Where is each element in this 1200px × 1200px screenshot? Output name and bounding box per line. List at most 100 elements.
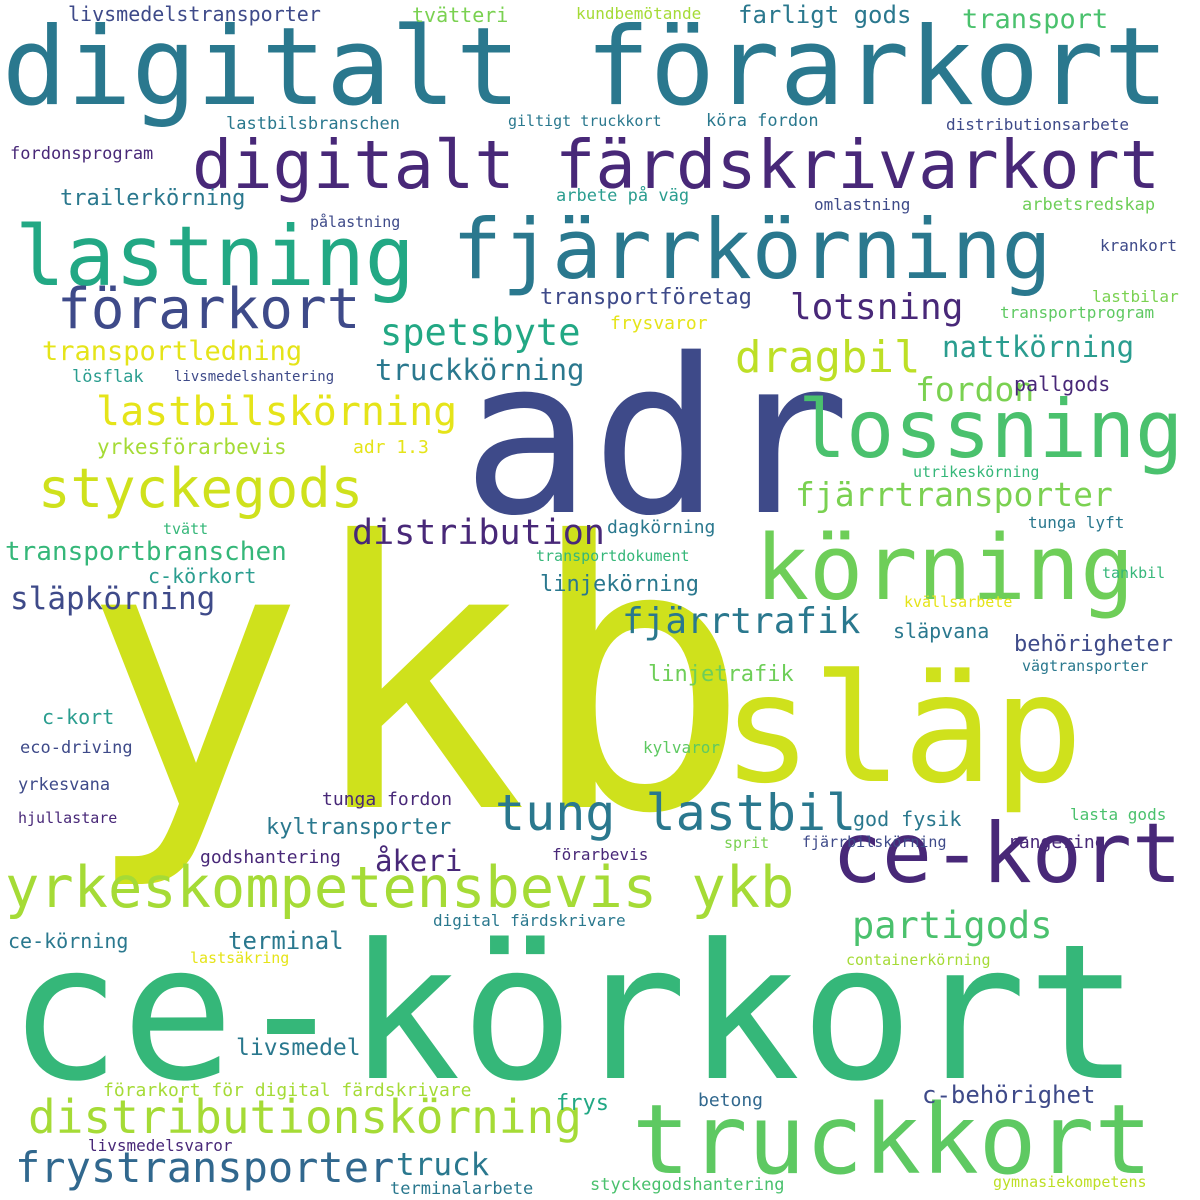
word-kora-fordon: köra fordon — [706, 111, 819, 131]
word-omlastning: omlastning — [814, 195, 911, 214]
word-tvatteri: tvätteri — [412, 3, 509, 27]
word-slapkorning: släpkörning — [10, 581, 216, 617]
word-lastbilar: lastbilar — [1092, 287, 1179, 306]
word-truck: truck — [396, 1147, 490, 1183]
word-digital-fardskrivare: digital färdskrivare — [433, 911, 626, 930]
word-fordonsprogram: fordonsprogram — [10, 144, 154, 164]
word-ce-korkort: ce-körkort — [8, 904, 1140, 1123]
word-distributionsarbete: distributionsarbete — [946, 115, 1130, 134]
word-truckkorning: truckkörning — [375, 353, 585, 387]
word-tvatt: tvätt — [163, 520, 209, 538]
word-hjullastare: hjullastare — [18, 809, 118, 827]
word-fjarrtrafik: fjärrtrafik — [622, 601, 861, 642]
word-transport: transport — [962, 4, 1109, 35]
word-livsmedelsvaror: livsmedelsvaror — [88, 1136, 233, 1155]
word-ce-kort: ce-kort — [832, 805, 1182, 902]
word-livsmedelshantering: livsmedelshantering — [174, 369, 335, 385]
word-nattkorning: nattkörning — [942, 330, 1135, 364]
word-pallgods: pallgods — [1014, 372, 1111, 396]
word-distributionskorning: distributionskörning — [28, 1090, 582, 1144]
word-slap: släp — [722, 643, 1084, 817]
word-lotsning: lotsning — [790, 287, 964, 328]
word-adr-1-3: adr 1.3 — [353, 437, 429, 458]
word-c-kort: c-kort — [42, 705, 115, 729]
word-tung-lastbil: tung lastbil — [495, 784, 857, 842]
word-lastbilskorning: lastbilskörning — [96, 389, 458, 435]
word-gymnasiekompetens: gymnasiekompetens — [993, 1173, 1147, 1191]
word-god-fysik: god fysik — [853, 807, 962, 831]
word-eco-driving: eco-driving — [20, 738, 133, 758]
word-frys: frys — [556, 1091, 609, 1116]
word-sprit: sprit — [724, 834, 770, 852]
word-korning: körning — [755, 516, 1135, 621]
word-yrkeskompetensbevis-ykb: yrkeskompetensbevis ykb — [5, 855, 795, 921]
word-transportprogram: transportprogram — [1000, 303, 1155, 322]
word-yrkesforarbevis: yrkesförarbevis — [97, 435, 287, 459]
word-terminal: terminal — [228, 927, 344, 955]
word-utrikeskorning: utrikeskörning — [913, 463, 1040, 481]
word-lastbilsbranschen: lastbilsbranschen — [226, 114, 400, 134]
word-transportledning: transportledning — [42, 336, 303, 367]
word-frystransporter: frystransporter — [15, 1143, 395, 1192]
word-godshantering: godshantering — [200, 847, 341, 868]
word-digitalt-forarkort: digitalt förarkort — [2, 5, 1169, 130]
word-spetsbyte: spetsbyte — [380, 311, 581, 354]
word-livsmedelstransporter: livsmedelstransporter — [68, 2, 321, 26]
word-krankort: krankort — [1100, 236, 1178, 255]
word-containerkorning: containerkörning — [846, 951, 991, 969]
word-rangering: rangering — [1008, 832, 1106, 853]
word-dagkorning: dagkörning — [607, 517, 716, 538]
word-tunga-fordon: tunga fordon — [322, 789, 453, 810]
word-partigods: partigods — [852, 904, 1053, 947]
word-c-behorighet: c-behörighet — [922, 1081, 1096, 1109]
word-slapvana: släpvana — [893, 619, 990, 643]
word-kundbemotande: kundbemötande — [576, 4, 702, 23]
word-lastning: lastning — [15, 208, 415, 305]
word-kyltransporter: kyltransporter — [266, 815, 452, 840]
word-forarkort: förarkort — [57, 277, 361, 342]
word-forarbevis: förarbevis — [552, 845, 649, 864]
word-truckkort: truckkort — [632, 1084, 1153, 1196]
word-livsmedel: livsmedel — [236, 1035, 361, 1061]
word-tankbil: tankbil — [1102, 564, 1166, 582]
word-palastning: pålastning — [310, 213, 401, 231]
word-styckegods: styckegods — [38, 457, 364, 520]
word-transportbranschen: transportbranschen — [5, 537, 287, 567]
word-ykb: ykb — [82, 465, 751, 895]
word-kylvaror: kylvaror — [643, 738, 721, 757]
word-yrkesvana: yrkesvana — [18, 775, 111, 795]
word-fjarrbilskorning: fjärrbilskörning — [802, 833, 947, 851]
word-c-korkort: c-körkort — [148, 564, 257, 588]
word-linjekorning: linjekörning — [540, 572, 699, 597]
word-ce-korning: ce-körning — [8, 929, 129, 953]
word-farligt-gods: farligt gods — [738, 1, 912, 29]
word-arbetsredskap: arbetsredskap — [1022, 195, 1156, 215]
word-adr: adr — [462, 312, 851, 563]
word-giltigt-truckkort: giltigt truckkort — [508, 112, 662, 130]
word-behorigheter: behörigheter — [1014, 632, 1173, 657]
word-transportdokument: transportdokument — [536, 547, 690, 565]
word-losflak: lösflak — [72, 367, 144, 387]
word-fjarrtransporter: fjärrtransporter — [795, 475, 1113, 514]
word-arbete-pa-vag: arbete på väg — [556, 186, 690, 206]
word-terminalarbete: terminalarbete — [390, 1179, 534, 1199]
word-fordon: fordon — [915, 370, 1035, 409]
word-dragbil: dragbil — [735, 332, 921, 383]
word-lasta-gods: lasta gods — [1070, 805, 1167, 824]
word-lossning: lossning — [798, 383, 1184, 476]
word-transportforetag: transportföretag — [540, 285, 752, 310]
word-tunga-lyft: tunga lyft — [1028, 513, 1125, 532]
word-vagtransporter: vägtransporter — [1022, 657, 1149, 675]
word-digitalt-fardskrivarkort: digitalt färdskrivarkort — [192, 126, 1161, 204]
word-akeri: åkeri — [375, 844, 463, 878]
word-betong: betong — [698, 1090, 764, 1111]
word-forarkort-for-digital-fardskrivare: förarkort för digital färdskrivare — [103, 1080, 472, 1101]
word-distribution: distribution — [352, 513, 605, 553]
word-kvallsarbete: kvällsarbete — [904, 593, 1013, 611]
word-trailerkorning: trailerkörning — [60, 186, 246, 211]
word-styckegodshantering: styckegodshantering — [590, 1175, 785, 1195]
word-linjetrafik: linjetrafik — [648, 662, 794, 687]
word-fjarrkorning: fjärrkörning — [452, 201, 1052, 298]
word-frysvaror: frysvaror — [610, 313, 708, 334]
